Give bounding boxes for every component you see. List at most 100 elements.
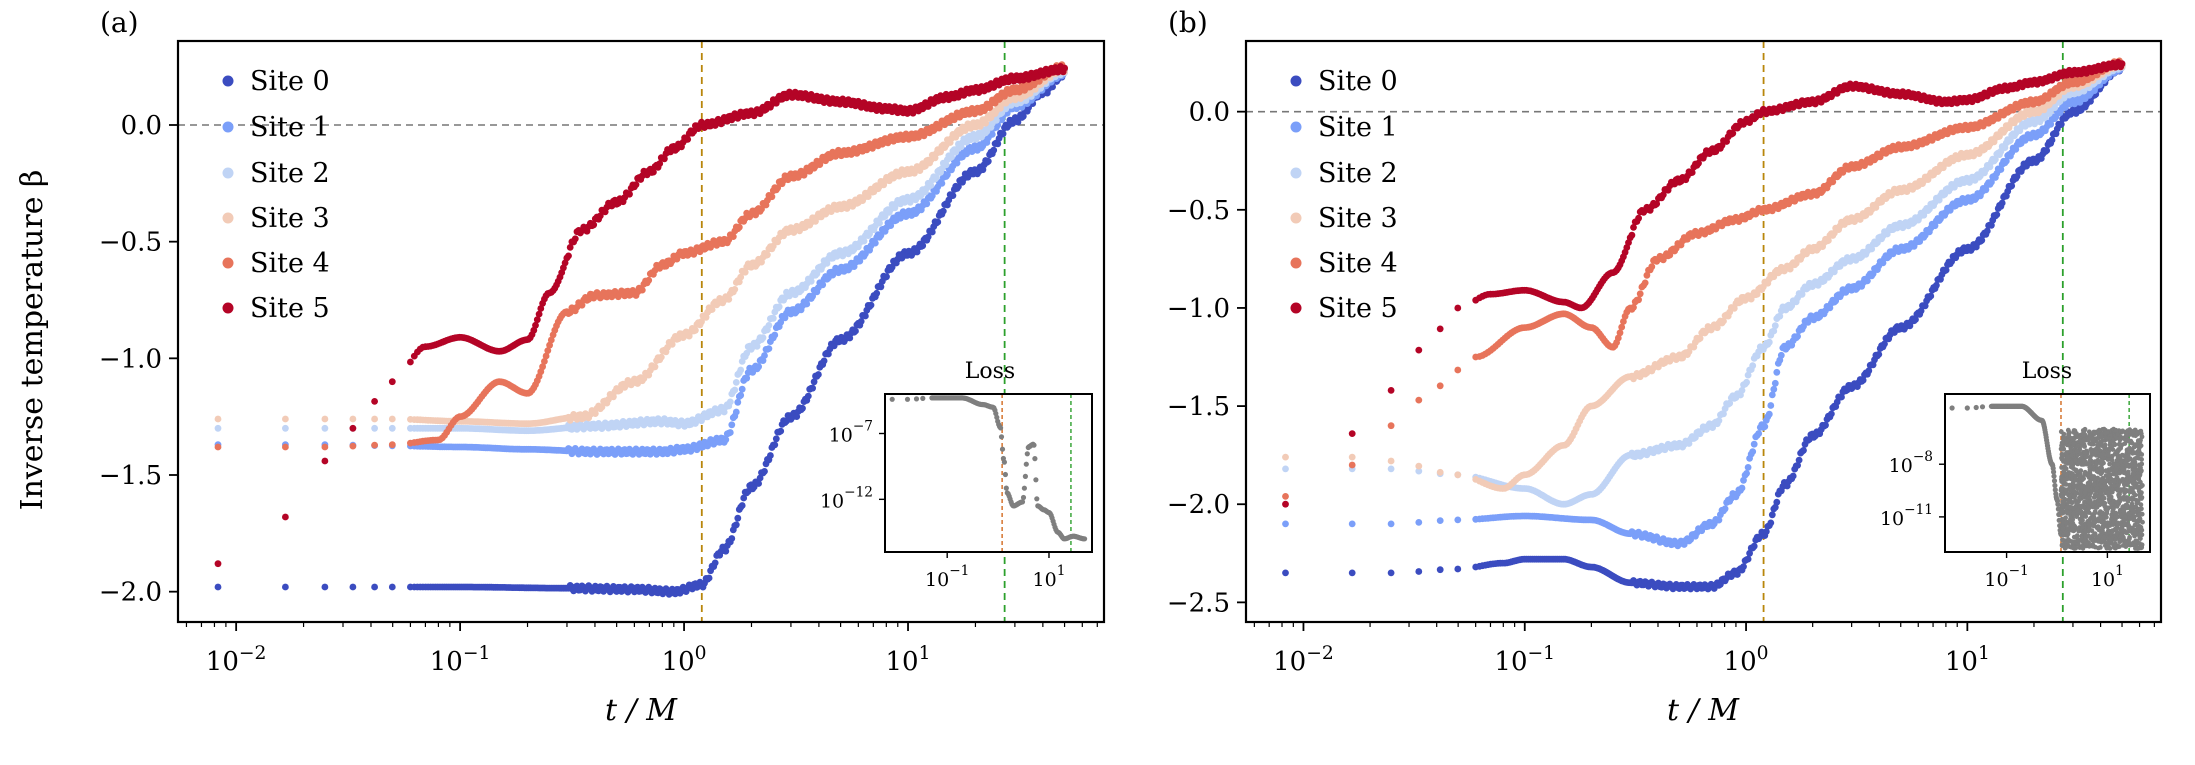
data-point xyxy=(738,502,746,509)
data-point xyxy=(772,435,780,443)
data-point xyxy=(321,457,329,465)
loss-point xyxy=(920,395,926,401)
data-point xyxy=(711,559,719,567)
data-point xyxy=(1998,199,2006,207)
data-point xyxy=(777,318,785,326)
data-point xyxy=(1912,316,1919,323)
data-point xyxy=(1715,417,1723,424)
data-point xyxy=(321,443,329,451)
data-point xyxy=(1436,566,1444,574)
panel-a-legend: Site 0 Site 1 Site 2 Site 3 Site 4 Site … xyxy=(222,66,330,324)
data-point xyxy=(1988,221,1995,229)
data-point xyxy=(214,560,222,568)
data-point xyxy=(1616,329,1624,337)
data-point xyxy=(1978,236,1986,244)
data-point xyxy=(948,153,955,161)
data-point xyxy=(1770,327,1778,335)
legend-label-site-2: Site 2 xyxy=(250,158,330,189)
data-point xyxy=(732,408,740,416)
y-tick-label: −0.5 xyxy=(99,228,162,258)
data-point xyxy=(774,184,782,192)
data-point xyxy=(815,371,822,378)
data-point xyxy=(990,146,998,154)
data-point xyxy=(1865,367,1873,375)
data-point xyxy=(725,296,733,303)
data-point xyxy=(547,336,555,344)
data-point xyxy=(1436,325,1444,333)
data-point xyxy=(1942,266,1950,274)
panel-b-series xyxy=(1282,57,2126,593)
series-site-5 xyxy=(214,63,1068,568)
data-point xyxy=(809,292,816,300)
data-point xyxy=(753,343,761,350)
legend-label-site-3: Site 3 xyxy=(250,203,330,234)
x-tick-label: 10−2 xyxy=(206,643,267,677)
legend-label-site-5: Site 5 xyxy=(250,293,330,324)
data-point xyxy=(793,413,801,420)
data-point xyxy=(1881,340,1888,348)
data-point xyxy=(877,283,885,291)
data-point xyxy=(371,441,378,449)
data-point xyxy=(1620,318,1627,325)
data-point xyxy=(2048,136,2056,144)
data-point xyxy=(1720,410,1727,418)
data-point xyxy=(1436,517,1444,524)
data-point xyxy=(1768,391,1776,399)
data-point xyxy=(626,190,633,198)
data-point xyxy=(1825,237,1832,244)
data-point xyxy=(1749,362,1757,370)
data-point xyxy=(1738,387,1746,394)
data-point xyxy=(1618,323,1626,331)
data-point xyxy=(1454,304,1462,312)
legend-marker-site-5 xyxy=(222,302,234,314)
data-point xyxy=(942,161,950,169)
data-point xyxy=(1933,281,1940,289)
data-point xyxy=(732,521,740,529)
data-point xyxy=(1750,440,1758,448)
data-point xyxy=(1921,302,1929,310)
data-point xyxy=(852,327,859,335)
data-point xyxy=(1415,519,1423,526)
data-point xyxy=(731,386,739,394)
data-point xyxy=(761,352,768,359)
legend-marker-site-2 xyxy=(222,167,234,179)
data-point xyxy=(1454,516,1462,524)
data-point xyxy=(610,393,617,401)
data-point xyxy=(282,583,289,591)
data-point xyxy=(1988,178,1995,186)
data-point xyxy=(1387,465,1395,473)
data-point xyxy=(1282,500,1289,508)
data-point xyxy=(728,421,736,429)
data-point xyxy=(1415,467,1423,475)
data-point xyxy=(984,157,992,165)
data-point xyxy=(876,219,883,227)
loss-point xyxy=(999,446,1006,452)
data-point xyxy=(726,429,734,436)
data-point xyxy=(1282,453,1289,461)
loss-point xyxy=(998,425,1004,431)
data-point xyxy=(759,357,767,364)
data-point xyxy=(1776,312,1784,320)
data-point xyxy=(752,211,759,219)
data-point xyxy=(1869,270,1877,278)
data-point xyxy=(1750,542,1758,550)
data-point xyxy=(758,205,765,213)
inset-a-loss-series xyxy=(889,395,1088,542)
data-point xyxy=(1282,569,1289,577)
data-point xyxy=(388,441,396,449)
data-point xyxy=(743,349,751,357)
data-point xyxy=(1869,361,1877,369)
data-point xyxy=(765,345,773,352)
data-point xyxy=(866,230,873,238)
data-point xyxy=(349,415,357,423)
panel-a-label: (a) xyxy=(100,6,139,39)
data-point xyxy=(1875,351,1883,358)
data-point xyxy=(371,398,378,405)
data-point xyxy=(214,415,222,423)
data-point xyxy=(632,181,640,189)
data-point xyxy=(640,375,648,382)
data-point xyxy=(533,316,541,324)
data-point xyxy=(919,242,927,250)
data-point xyxy=(407,358,414,366)
